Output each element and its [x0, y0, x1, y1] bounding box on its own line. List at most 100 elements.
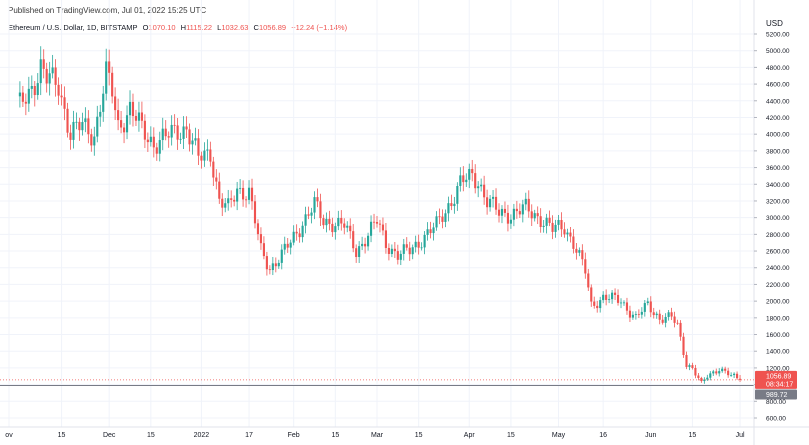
candle-body [560, 219, 563, 230]
close-label: C [253, 23, 259, 32]
candle-body [682, 336, 685, 355]
candle-body [212, 161, 215, 178]
time-tick-label: ov [5, 432, 13, 439]
candle-body [161, 128, 164, 141]
published-caption: Published on TradingView.com, Jul 01, 20… [8, 6, 207, 15]
candle-body [361, 243, 364, 247]
candle-body [578, 250, 581, 253]
candle-body [277, 262, 280, 267]
candle-body [581, 250, 584, 260]
candle-body [625, 302, 629, 311]
candle-body [417, 241, 420, 248]
candle-body [673, 316, 676, 323]
candle-body [494, 196, 498, 210]
candle-body [185, 126, 188, 130]
price-tick-label: 600.00 [766, 416, 786, 423]
candle-body [343, 223, 346, 228]
candle-body [447, 203, 450, 214]
candle-body [146, 139, 149, 143]
candle-body [137, 112, 141, 121]
time-tick-label: May [552, 432, 566, 439]
candle-body [102, 93, 105, 112]
candle-body [244, 199, 248, 201]
symbol-title[interactable]: Ethereum / U.S. Dollar, 1D, BITSTAMP [8, 23, 138, 32]
low-label: L [217, 23, 222, 32]
candle-body [697, 375, 700, 378]
candle-body [18, 92, 21, 97]
candle-body [497, 209, 501, 216]
candle-body [346, 225, 349, 228]
candle-body [628, 310, 632, 318]
time-tick-label: 17 [245, 432, 253, 439]
candle-body [524, 198, 527, 205]
time-tick-label: 15 [331, 432, 339, 439]
candle-body [688, 365, 691, 367]
candle-body [396, 251, 399, 260]
candle-body [57, 84, 60, 96]
candle-body [471, 168, 474, 174]
candle-body [631, 314, 634, 318]
candle-body [670, 312, 673, 317]
candle-body [393, 248, 396, 252]
candle-body [340, 217, 343, 224]
time-tick-label: 15 [58, 432, 66, 439]
candle-body [736, 373, 739, 379]
candle-body [637, 313, 640, 315]
candle-body [450, 203, 453, 207]
candle-body [533, 213, 536, 219]
candle-body [170, 124, 173, 138]
candle-body [143, 120, 146, 140]
candlestick-series [18, 46, 742, 384]
candle-body [215, 177, 218, 182]
time-tick-label: 15 [415, 432, 423, 439]
candle-body [721, 368, 724, 372]
candle-body [375, 221, 379, 224]
candle-body [426, 229, 429, 235]
candle-body [480, 184, 483, 187]
candle-body [69, 132, 72, 140]
candle-body [239, 187, 242, 189]
candle-body [608, 299, 611, 301]
candle-body [355, 248, 358, 257]
candle-body [661, 319, 664, 323]
candle-body [322, 218, 325, 226]
candle-body [622, 302, 626, 304]
candle-body [399, 253, 402, 260]
candle-body [611, 292, 614, 300]
candle-body [613, 292, 617, 295]
candle-body [54, 67, 57, 85]
candle-body [60, 95, 63, 98]
candle-body [105, 61, 108, 94]
candle-body [93, 136, 96, 146]
countdown-value: 08:34:17 [766, 381, 793, 388]
candle-body [453, 203, 456, 207]
price-tick-label: 4200.00 [766, 115, 790, 122]
candle-body [420, 247, 423, 249]
candle-body [134, 116, 138, 121]
candle-body [381, 224, 385, 231]
candle-body [24, 101, 27, 104]
candle-body [441, 216, 444, 222]
price-tick-label: 2600.00 [766, 249, 790, 256]
candle-body [599, 300, 602, 309]
candle-body [477, 186, 480, 189]
candle-body [542, 225, 545, 227]
candle-body [465, 179, 468, 183]
candle-body [242, 187, 245, 200]
candle-body [152, 136, 155, 148]
candle-body [640, 311, 643, 315]
candle-body [435, 216, 438, 228]
candle-body [164, 128, 167, 137]
price-tick-label: 1200.00 [766, 365, 790, 372]
candle-body [114, 96, 117, 111]
high-value: 1115.22 [186, 23, 213, 32]
candle-body [218, 181, 221, 199]
candle-body [551, 222, 554, 232]
candle-body [265, 256, 268, 270]
candle-body [527, 198, 530, 212]
candle-body [506, 212, 510, 224]
candle-body [619, 302, 623, 304]
candle-body [411, 247, 414, 255]
